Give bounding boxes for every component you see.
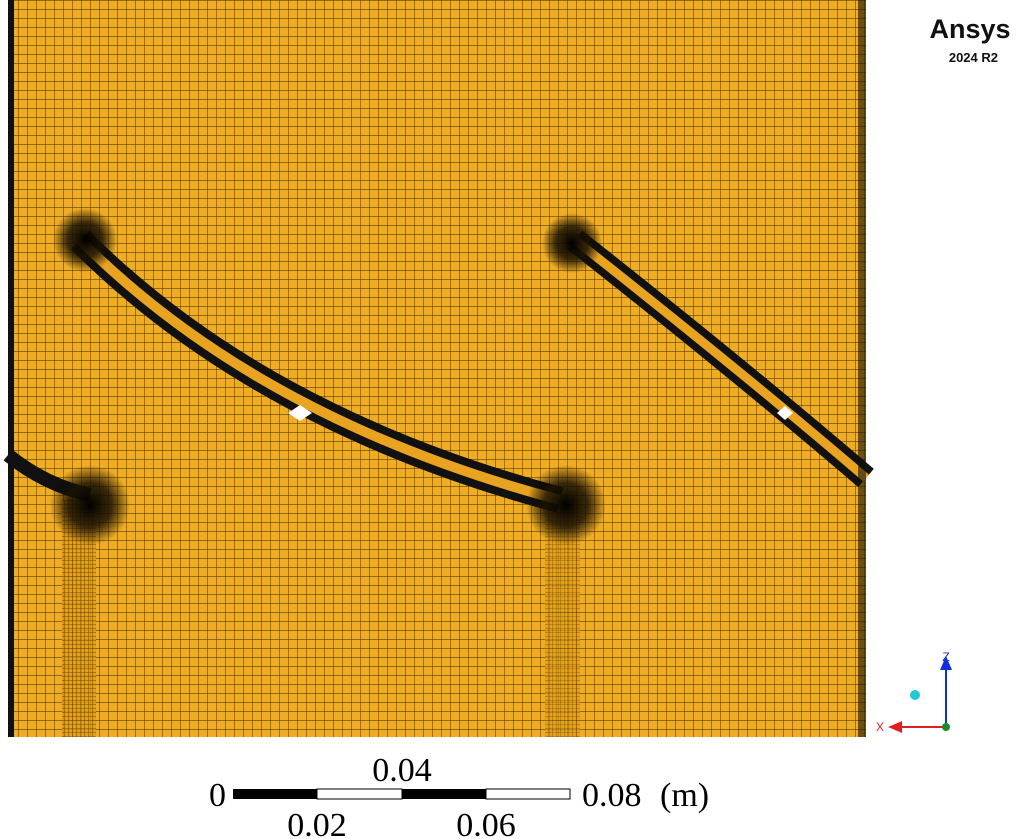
axis-triad: Z X: [876, 650, 952, 734]
scale-label: 0: [209, 777, 226, 814]
mesh-view: [3, 0, 874, 737]
z-label: Z: [942, 650, 949, 664]
scale-unit: (m): [660, 777, 709, 814]
scale-bar: 0 0.02 0.04 0.06 0.08 (m): [209, 752, 709, 839]
logo-version: 2024 R2: [949, 50, 998, 65]
logo-brand: Ansys: [929, 14, 1010, 44]
x-label: X: [876, 720, 884, 734]
scale-label: 0.06: [456, 807, 516, 839]
scale-label: 0.02: [287, 807, 347, 839]
scale-label: 0.08: [582, 777, 642, 814]
scale-label: 0.04: [372, 752, 432, 789]
